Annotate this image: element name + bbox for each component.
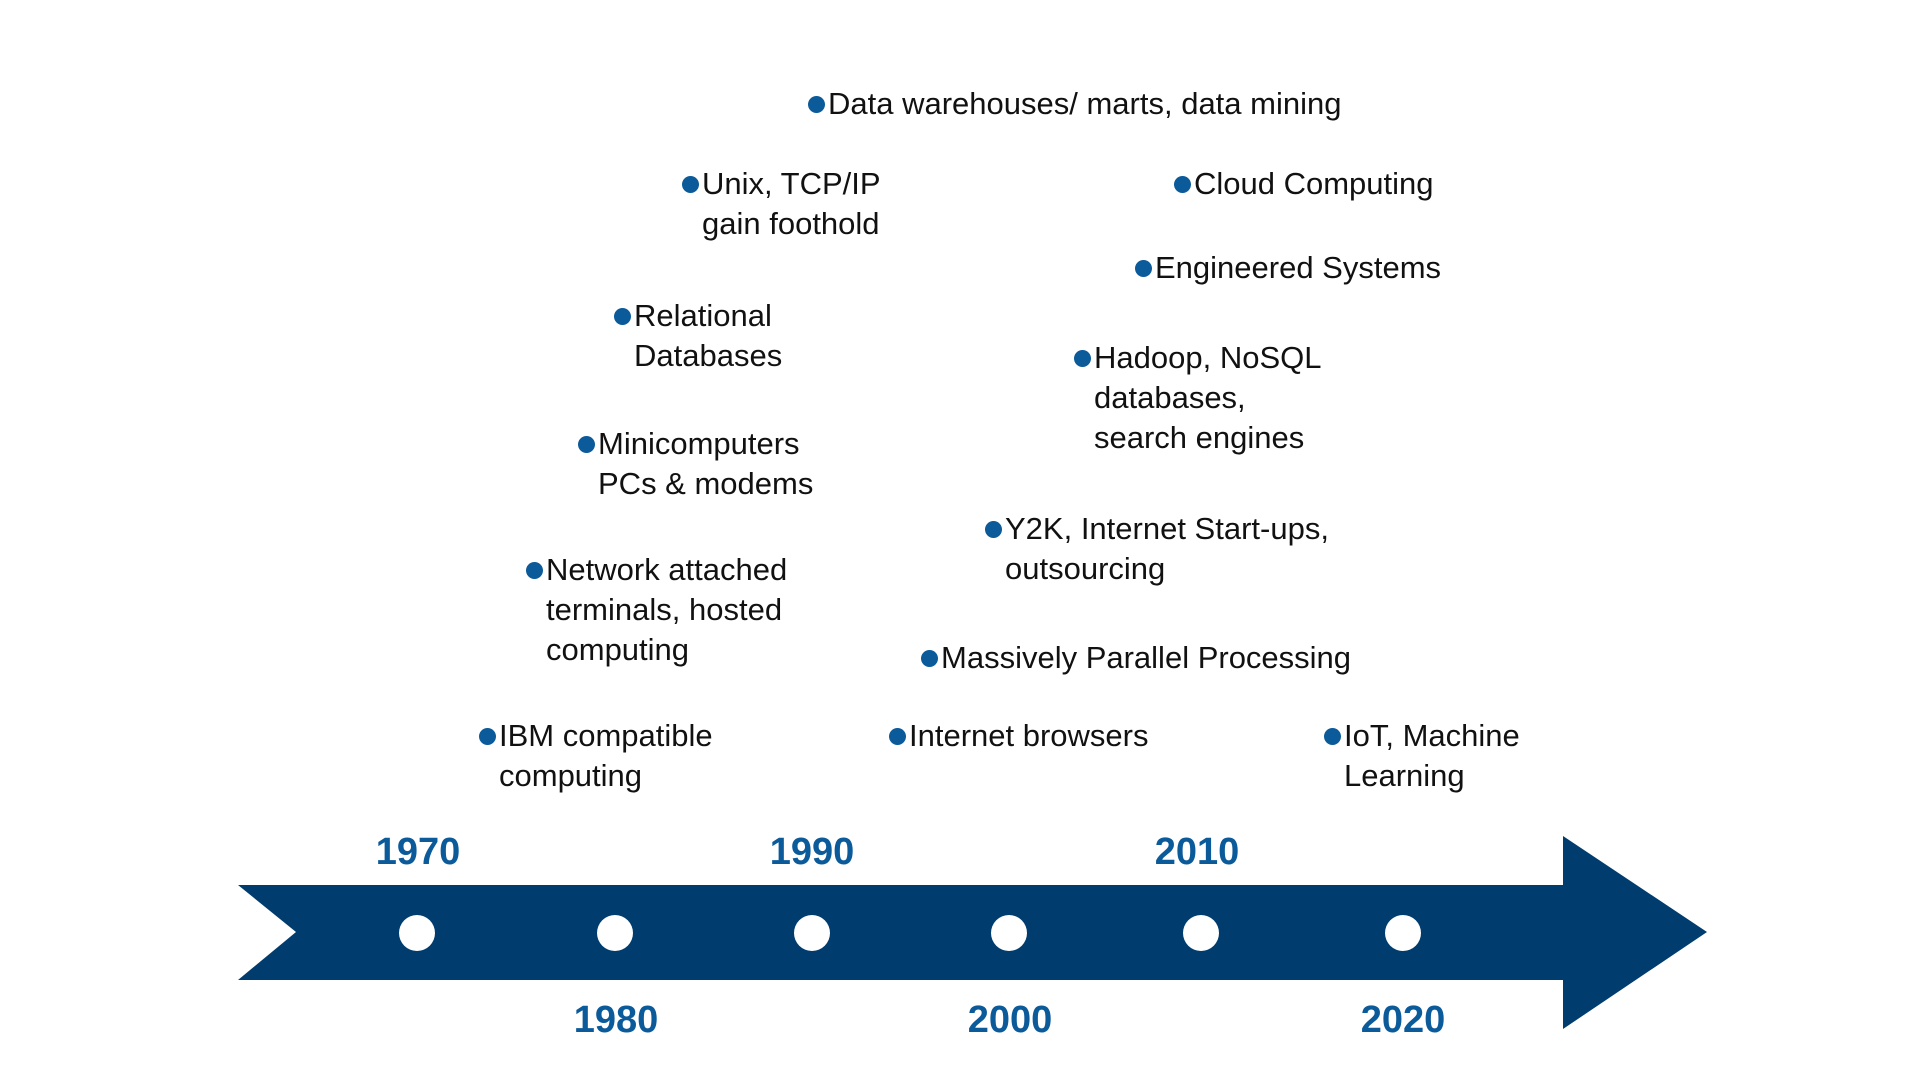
- bullet-dot: [1074, 350, 1091, 367]
- event-text: Massively Parallel Processing: [941, 640, 1352, 675]
- event-text: Network attached: [546, 552, 788, 587]
- year-label-2010: 2010: [1154, 831, 1240, 873]
- bullet-dot: [1324, 728, 1341, 745]
- event-text: computing: [546, 632, 690, 667]
- event-unix-tcpip: Unix, TCP/IP gain foothold: [682, 164, 881, 244]
- year-label-1980: 1980: [573, 999, 659, 1041]
- bullet-dot: [614, 308, 631, 325]
- event-text: Relational: [634, 298, 772, 333]
- event-text: terminals, hosted: [546, 592, 783, 627]
- bullet-dot: [479, 728, 496, 745]
- event-text: Hadoop, NoSQL: [1094, 340, 1322, 375]
- timeline-marker-2000: [991, 915, 1027, 951]
- event-text: Engineered Systems: [1155, 250, 1442, 285]
- year-label-2020: 2020: [1360, 999, 1446, 1041]
- event-text: IBM compatible: [499, 718, 713, 753]
- event-y2k: Y2K, Internet Start-ups, outsourcing: [985, 509, 1329, 589]
- event-text: computing: [499, 758, 643, 793]
- year-label-1990: 1990: [769, 831, 855, 873]
- event-data-warehouses: Data warehouses/ marts, data mining: [808, 84, 1342, 124]
- event-text: IoT, Machine: [1344, 718, 1520, 753]
- event-text: Y2K, Internet Start-ups,: [1005, 511, 1329, 546]
- year-label-2000: 2000: [967, 999, 1053, 1041]
- event-text: Minicomputers: [598, 426, 800, 461]
- event-engineered-systems: Engineered Systems: [1135, 248, 1442, 288]
- event-cloud-computing: Cloud Computing: [1174, 164, 1434, 204]
- bullet-dot: [1135, 260, 1152, 277]
- event-text: Internet browsers: [909, 718, 1149, 753]
- bullet-dot: [526, 562, 543, 579]
- timeline-marker-2020: [1385, 915, 1421, 951]
- event-minicomputers: Minicomputers PCs & modems: [578, 424, 814, 504]
- timeline-marker-2010: [1183, 915, 1219, 951]
- event-internet-browsers: Internet browsers: [889, 716, 1149, 756]
- timeline-marker-1990: [794, 915, 830, 951]
- event-massively-parallel: Massively Parallel Processing: [921, 638, 1352, 678]
- event-text: search engines: [1094, 420, 1305, 455]
- timeline-marker-1980: [597, 915, 633, 951]
- bullet-dot: [578, 436, 595, 453]
- year-label-1970: 1970: [375, 831, 461, 873]
- event-hadoop-nosql: Hadoop, NoSQL databases, search engines: [1074, 338, 1322, 458]
- bullet-dot: [682, 176, 699, 193]
- timeline-arrow-shape: [238, 836, 1707, 1029]
- timeline-marker-1970: [399, 915, 435, 951]
- event-ibm-compatible: IBM compatible computing: [479, 716, 713, 796]
- bullet-dot: [1174, 176, 1191, 193]
- bullet-dot: [808, 96, 825, 113]
- event-text: databases,: [1094, 380, 1246, 415]
- event-text: Databases: [634, 338, 783, 373]
- event-iot-ml: IoT, Machine Learning: [1324, 716, 1520, 796]
- event-text: outsourcing: [1005, 551, 1166, 586]
- event-text: gain foothold: [702, 206, 880, 241]
- event-text: Cloud Computing: [1194, 166, 1434, 201]
- event-text: Learning: [1344, 758, 1465, 793]
- event-text: PCs & modems: [598, 466, 814, 501]
- event-network-terminals: Network attached terminals, hosted compu…: [526, 550, 788, 670]
- event-relational-databases: Relational Databases: [614, 296, 783, 376]
- event-text: Data warehouses/ marts, data mining: [828, 86, 1342, 121]
- bullet-dot: [889, 728, 906, 745]
- bullet-dot: [985, 521, 1002, 538]
- bullet-dot: [921, 650, 938, 667]
- event-text: Unix, TCP/IP: [702, 166, 881, 201]
